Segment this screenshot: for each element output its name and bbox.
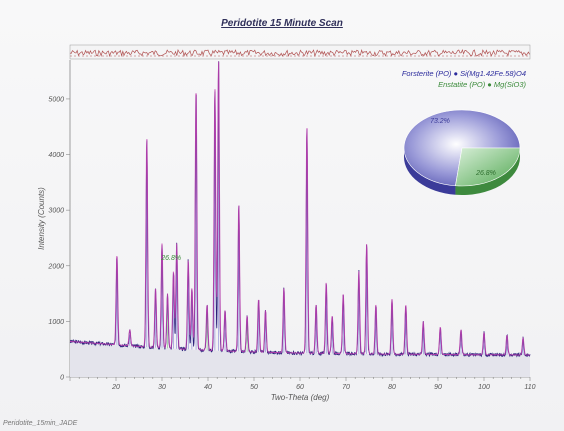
y-tick-label: 0 <box>60 375 64 382</box>
x-tick-label: 80 <box>388 384 396 391</box>
pie-label-forsterite: 73.2% <box>430 118 450 125</box>
x-tick-label: 100 <box>478 384 490 391</box>
residual-strip <box>69 44 531 60</box>
legend-item-enstatite: Enstatite (PO) ● Mg(SiO3) <box>438 80 526 89</box>
chart-title: Peridotite 15 Minute Scan <box>221 18 343 29</box>
calculated-pattern-line <box>70 61 530 356</box>
file-name-label: Peridotite_15min_JADE <box>3 420 78 427</box>
y-tick-label: 5000 <box>48 96 64 103</box>
y-tick-label: 1000 <box>48 319 64 326</box>
x-axis-title: Two-Theta (deg) <box>271 393 330 402</box>
y-tick-label: 4000 <box>48 152 64 159</box>
y-tick-label: 3000 <box>48 208 64 215</box>
x-tick-label: 90 <box>434 384 442 391</box>
plot-area: 20 30 40 50 60 70 80 90 100 110 0 1000 2000 3000 4000 5… <box>37 60 536 402</box>
pie-slice-enstatite <box>455 147 521 187</box>
x-tick-label: 70 <box>342 384 350 391</box>
x-tick-label: 30 <box>158 384 166 391</box>
x-tick-label: 60 <box>296 384 304 391</box>
legend-item-forsterite: Forsterite (PO) ● Si(Mg1.42Fe.58)O4 <box>401 69 526 78</box>
y-axis-title: Intensity (Counts) <box>37 187 46 250</box>
legend: Forsterite (PO) ● Si(Mg1.42Fe.58)O4 Enst… <box>402 68 526 90</box>
x-tick-label: 110 <box>524 384 535 391</box>
background-area <box>70 341 530 377</box>
y-tick-label: 2000 <box>47 263 64 270</box>
phase-pie-chart: 73.2% 26.8% <box>403 109 521 195</box>
pie-slice-forsterite-side <box>404 148 456 195</box>
phase-annotation-label: 26.8% <box>160 255 181 262</box>
pie-slice-enstatite-side <box>455 148 520 195</box>
x-tick-label: 50 <box>250 384 258 391</box>
x-tick-label: 40 <box>204 384 212 391</box>
pie-label-enstatite: 26.8% <box>475 170 496 177</box>
x-tick-label: 20 <box>111 384 120 391</box>
observed-pattern-line <box>69 61 531 358</box>
residual-line <box>69 48 530 58</box>
